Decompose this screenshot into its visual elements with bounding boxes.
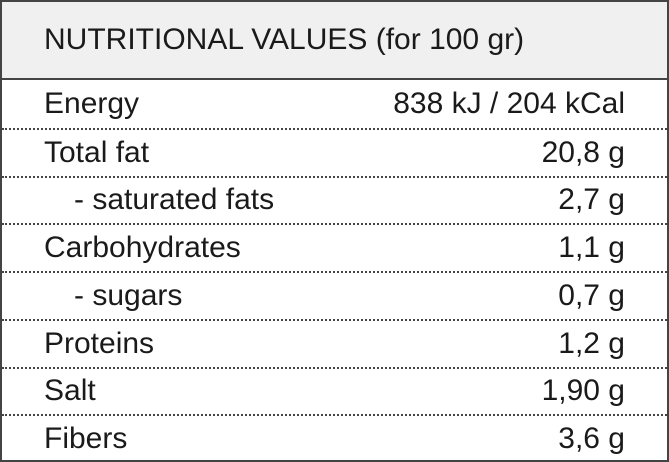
row-value: 2,7 g — [558, 183, 625, 217]
row-label: - sugars — [74, 278, 183, 312]
row-value: 3,6 g — [558, 422, 625, 456]
row-label: Fibers — [44, 422, 128, 456]
row-label: Proteins — [44, 326, 155, 360]
row-label: - saturated fats — [74, 183, 275, 217]
row-label: Energy — [44, 86, 140, 120]
table-row: Carbohydrates 1,1 g — [2, 223, 667, 271]
row-label: Carbohydrates — [44, 231, 241, 265]
row-label: Salt — [44, 374, 96, 408]
row-label: Total fat — [44, 135, 150, 169]
table-header: NUTRITIONAL VALUES (for 100 gr) — [2, 2, 667, 80]
row-value: 1,90 g — [541, 374, 625, 408]
table-row: Energy 838 kJ / 204 kCal — [2, 80, 667, 128]
row-value: 0,7 g — [558, 278, 625, 312]
table-row: Fibers 3,6 g — [2, 414, 667, 462]
row-value: 20,8 g — [541, 135, 625, 169]
table-row: - saturated fats 2,7 g — [2, 175, 667, 224]
table-row: Total fat 20,8 g — [2, 127, 667, 176]
table-row: Salt 1,90 g — [2, 366, 667, 415]
table-row: - sugars 0,7 g — [2, 271, 667, 319]
row-value: 1,1 g — [558, 231, 625, 265]
table-row: Proteins 1,2 g — [2, 318, 667, 367]
row-value: 838 kJ / 204 kCal — [393, 86, 625, 120]
row-value: 1,2 g — [558, 326, 625, 360]
